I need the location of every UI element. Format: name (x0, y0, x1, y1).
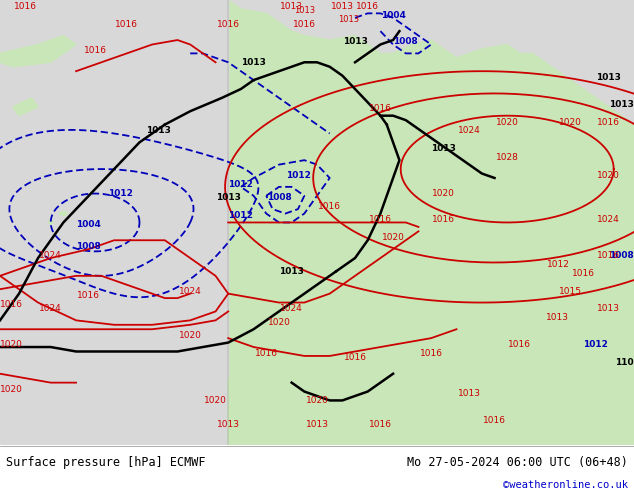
Text: 1016: 1016 (483, 416, 506, 425)
Text: 1016: 1016 (369, 104, 392, 113)
Text: 1016: 1016 (432, 216, 455, 224)
Polygon shape (228, 334, 634, 445)
Text: 1013: 1013 (216, 193, 241, 202)
Text: 1016: 1016 (572, 269, 595, 278)
Text: 1020: 1020 (597, 171, 620, 180)
Text: 1013: 1013 (280, 2, 303, 11)
Text: 1013: 1013 (342, 38, 368, 47)
Text: 1016: 1016 (597, 251, 620, 260)
Text: 1013: 1013 (547, 313, 569, 322)
Text: 1016: 1016 (508, 340, 531, 349)
Ellipse shape (48, 221, 53, 224)
Text: 1020: 1020 (306, 395, 328, 405)
Text: 1020: 1020 (204, 395, 227, 405)
Text: 110: 110 (616, 358, 634, 367)
Polygon shape (0, 36, 76, 67)
Text: 1020: 1020 (382, 233, 404, 242)
Text: 1016: 1016 (344, 353, 366, 363)
Text: 1024: 1024 (39, 251, 62, 260)
Text: 1024: 1024 (179, 287, 202, 295)
Text: 1013: 1013 (217, 420, 240, 429)
Text: 1016: 1016 (369, 216, 392, 224)
Text: 1016: 1016 (14, 2, 37, 11)
Text: 1016: 1016 (356, 2, 379, 11)
Text: 1020: 1020 (0, 385, 23, 393)
Text: 1008: 1008 (393, 38, 418, 47)
Text: 1013: 1013 (431, 144, 456, 153)
Text: 1020: 1020 (268, 318, 290, 327)
Text: 1004: 1004 (380, 11, 406, 20)
Text: Mo 27-05-2024 06:00 UTC (06+48): Mo 27-05-2024 06:00 UTC (06+48) (407, 456, 628, 468)
Text: 1016: 1016 (115, 20, 138, 29)
Text: 1016: 1016 (597, 118, 620, 126)
Polygon shape (13, 98, 38, 116)
Text: 1012: 1012 (228, 211, 254, 220)
Text: 1016: 1016 (84, 47, 107, 55)
Text: 1013: 1013 (597, 304, 620, 314)
Text: 1013: 1013 (241, 57, 266, 67)
Text: 1012: 1012 (228, 180, 254, 189)
Polygon shape (89, 31, 152, 58)
Text: 1024: 1024 (280, 304, 303, 314)
Ellipse shape (60, 212, 67, 215)
Text: 1013: 1013 (306, 420, 328, 429)
Text: 1012: 1012 (108, 189, 133, 198)
Text: 1016: 1016 (318, 202, 341, 211)
Text: 1016: 1016 (420, 349, 443, 358)
Text: 1012: 1012 (547, 260, 569, 269)
Text: 1016: 1016 (217, 20, 240, 29)
Text: 1020: 1020 (559, 118, 582, 126)
Text: 1016: 1016 (293, 20, 316, 29)
Text: 1013: 1013 (458, 389, 481, 398)
Text: 1024: 1024 (458, 126, 481, 135)
Text: 1024: 1024 (39, 304, 62, 314)
Text: Surface pressure [hPa] ECMWF: Surface pressure [hPa] ECMWF (6, 456, 206, 468)
Text: 1016: 1016 (369, 420, 392, 429)
Text: 1004: 1004 (76, 220, 101, 229)
Text: 1020: 1020 (0, 340, 23, 349)
Text: 1013: 1013 (146, 126, 171, 135)
Text: 1016: 1016 (77, 291, 100, 300)
Text: 1013: 1013 (609, 100, 634, 109)
Text: 1024: 1024 (597, 216, 620, 224)
Polygon shape (228, 0, 634, 445)
Text: 1008: 1008 (76, 242, 101, 251)
Text: 1013: 1013 (294, 6, 315, 15)
Text: 1013: 1013 (331, 2, 354, 11)
Text: ©weatheronline.co.uk: ©weatheronline.co.uk (503, 481, 628, 490)
Text: 1013: 1013 (338, 15, 359, 24)
Polygon shape (0, 0, 228, 445)
Text: 1020: 1020 (432, 189, 455, 198)
Text: 1013: 1013 (279, 267, 304, 276)
Text: 1012: 1012 (285, 171, 311, 180)
Polygon shape (190, 116, 228, 160)
Text: 1012: 1012 (583, 340, 609, 349)
Text: 1015: 1015 (559, 287, 582, 295)
Text: 1020: 1020 (179, 331, 202, 340)
Text: 1013: 1013 (596, 73, 621, 82)
Polygon shape (190, 36, 228, 53)
Text: 1008: 1008 (266, 193, 292, 202)
Text: 1008: 1008 (609, 251, 634, 260)
Text: 1020: 1020 (496, 118, 519, 126)
Text: 1016: 1016 (0, 300, 23, 309)
Text: 1016: 1016 (255, 349, 278, 358)
Text: 1028: 1028 (496, 153, 519, 162)
